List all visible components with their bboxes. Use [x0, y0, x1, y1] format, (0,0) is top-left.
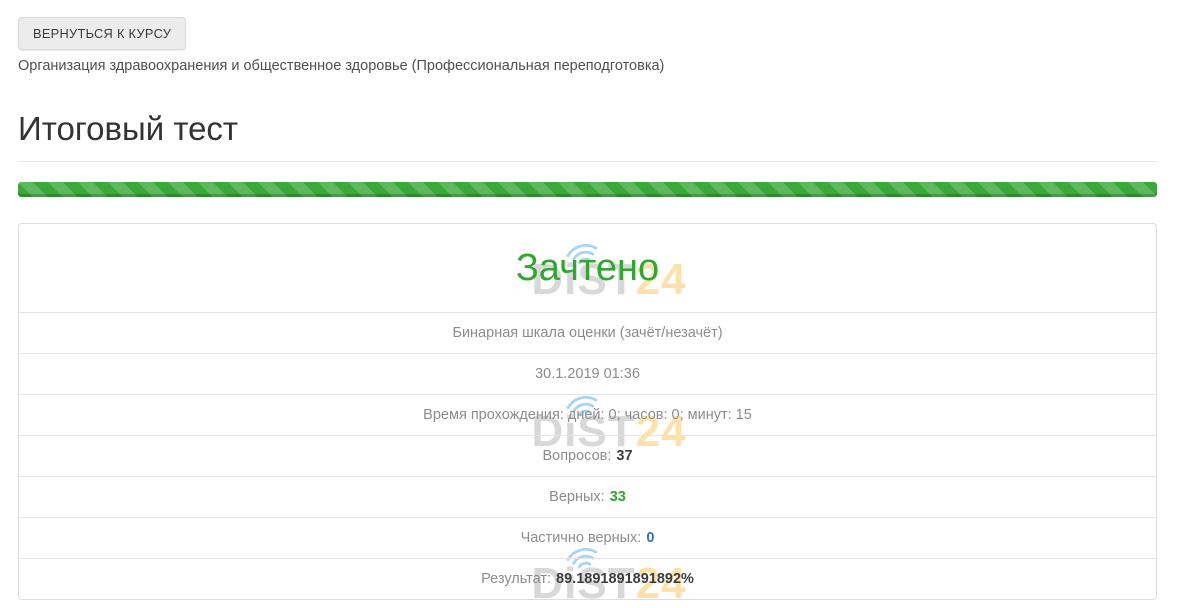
correct-count-row: Верных: 33 [19, 475, 1156, 517]
questions-count-label: Вопросов: [542, 447, 612, 464]
status-text: Зачтено [515, 246, 660, 289]
result-status-row: Зачтено [19, 224, 1156, 312]
page-title: Итоговый тест [18, 110, 239, 147]
result-percent-value: 89.1891891891892% [556, 570, 694, 587]
correct-count-value: 33 [609, 488, 626, 505]
partially-correct-row: Частично верных: 0 [19, 516, 1156, 558]
progress-bar-fill [18, 181, 1157, 197]
partially-correct-label: Частично верных: [520, 529, 642, 546]
progress-bar [18, 181, 1157, 197]
date-row: 30.1.2019 01:36 [19, 352, 1156, 394]
back-to-course-button[interactable]: ВЕРНУТЬСЯ К КУРСУ [18, 17, 187, 50]
title-divider [18, 160, 1157, 162]
result-percent-label: Результат: [481, 570, 552, 587]
page-container: ВЕРНУТЬСЯ К КУРСУ Организация здравоохра… [18, 0, 1157, 605]
correct-count-label: Верных: [549, 488, 605, 505]
questions-count-row: Вопросов: 37 [19, 434, 1156, 476]
result-card: DiST24 DiST24 DiST24 [18, 222, 1157, 605]
questions-count-value: 37 [616, 447, 633, 464]
duration-row: Время прохождения: дней: 0; часов: 0; ми… [19, 393, 1156, 435]
partially-correct-value: 0 [646, 529, 655, 546]
duration-text: Время прохождения: дней: 0; часов: 0; ми… [423, 406, 752, 423]
date-text: 30.1.2019 01:36 [535, 365, 640, 382]
grading-scale-text: Бинарная шкала оценки (зачёт/незачёт) [452, 324, 723, 341]
course-title: Организация здравоохранения и общественн… [18, 58, 665, 74]
grading-scale-row: Бинарная шкала оценки (зачёт/незачёт) [19, 311, 1156, 353]
result-percent-row: Результат: 89.1891891891892% [19, 557, 1156, 599]
